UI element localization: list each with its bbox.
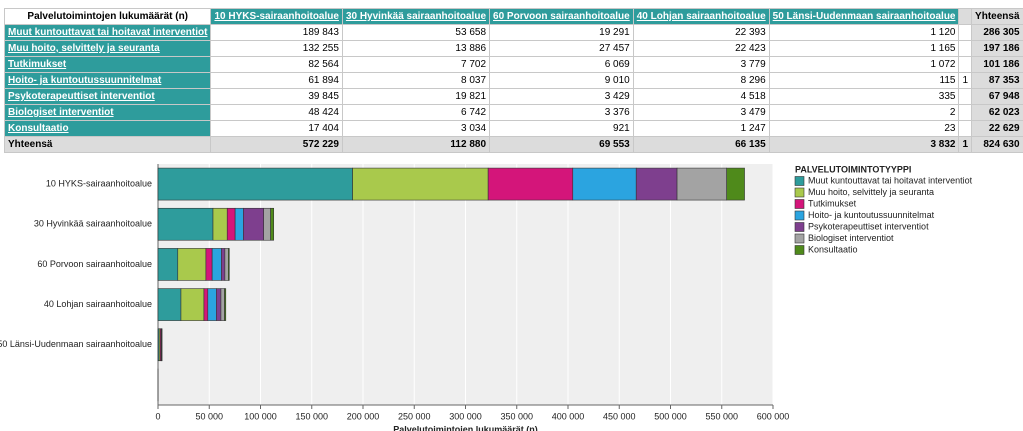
- x-tick-label: 400 000: [552, 411, 585, 421]
- cell: 1: [958, 136, 973, 153]
- legend-swatch: [794, 233, 805, 244]
- bar-segment: [228, 248, 230, 281]
- legend-swatch: [794, 187, 805, 198]
- header-cell[interactable]: 50 Länsi-Uudenmaan sairaanhoitoalue: [768, 8, 960, 25]
- x-tick-label: 150 000: [295, 411, 328, 421]
- bar-segment: [203, 288, 209, 321]
- bar-segment: [212, 207, 228, 241]
- bar-segment: [157, 167, 353, 201]
- header-cell[interactable]: 40 Lohjan sairaanhoitoalue: [632, 8, 770, 25]
- legend-label: Muut kuntouttavat tai hoitavat intervent…: [808, 175, 973, 185]
- x-tick-label: 500 000: [654, 411, 687, 421]
- row-header[interactable]: Psykoterapeuttiset interventiot: [3, 88, 212, 105]
- header-cell[interactable]: 30 Hyvinkää sairaanhoitoalue: [341, 8, 491, 25]
- x-tick-label: 50 000: [195, 411, 223, 421]
- row-header[interactable]: Muut kuntouttavat tai hoitavat intervent…: [3, 24, 212, 41]
- header-cell[interactable]: 10 HYKS-sairaanhoitoalue: [210, 8, 343, 25]
- bar-segment: [263, 207, 271, 241]
- bar-segment: [224, 248, 229, 281]
- legend-label: Muu hoito, selvittely ja seuranta: [808, 187, 934, 197]
- row-header: Yhteensä: [3, 136, 212, 153]
- x-tick-label: 600 000: [757, 411, 790, 421]
- cell: 112 880: [341, 136, 491, 153]
- x-axis-label: Palvelutoimintojen lukumäärät (n): [393, 424, 538, 431]
- cell: 3 832: [768, 136, 960, 153]
- cell: 572 229: [210, 136, 343, 153]
- cell: 69 553: [489, 136, 634, 153]
- bar-segment: [226, 207, 236, 241]
- legend-label: Hoito- ja kuntoutussuunnitelmat: [808, 210, 935, 220]
- bar-segment: [270, 207, 275, 241]
- bar-segment: [243, 207, 264, 241]
- bar-segment: [205, 248, 213, 281]
- bar-segment: [572, 167, 637, 201]
- header-cell: Yhteensä: [971, 8, 1023, 25]
- cell: 8 296: [632, 72, 770, 89]
- y-tick-label: 30 Hyvinkää sairaanhoitoalue: [34, 219, 152, 229]
- y-tick-label: 50 Länsi-Uudenmaan sairaanhoitoalue: [0, 339, 152, 349]
- x-tick-label: 350 000: [500, 411, 533, 421]
- bar-segment: [180, 288, 205, 321]
- bar-segment: [211, 248, 222, 281]
- bar-segment: [352, 167, 489, 201]
- bar-segment: [220, 288, 225, 321]
- y-tick-label: 10 HYKS-sairaanhoitoalue: [46, 178, 152, 188]
- x-tick-label: 0: [155, 411, 160, 421]
- bar-segment: [234, 207, 244, 241]
- bar-segment: [487, 167, 574, 201]
- bar-segment: [157, 248, 179, 281]
- x-tick-label: 200 000: [347, 411, 380, 421]
- bar-segment: [157, 288, 182, 321]
- table-row: Psykoterapeuttiset interventiot 39 845 19 …: [3, 88, 1023, 105]
- x-tick-label: 250 000: [398, 411, 431, 421]
- legend-label: Psykoterapeuttiset interventiot: [808, 221, 929, 231]
- table-row: Biologiset interventiot 48 424 6 742 3 376 3…: [3, 104, 1023, 121]
- cell: 3 034: [341, 120, 491, 137]
- bar-segment: [177, 248, 207, 281]
- y-tick-label: 60 Porvoon sairaanhoitoalue: [37, 259, 152, 269]
- bar-segment: [157, 207, 214, 241]
- data-table: Palvelutoimintojen lukumäärät (n) 10 HYKS…: [3, 8, 1023, 153]
- y-tick-label: 40 Lohjan sairaanhoitoalue: [44, 299, 152, 309]
- row-header[interactable]: Konsultaatio: [3, 120, 212, 137]
- row-header[interactable]: Tutkimukset: [3, 56, 212, 73]
- x-tick-label: 100 000: [244, 411, 277, 421]
- bar-segment: [221, 248, 226, 281]
- legend-title: PALVELUTOIMINTOTYYPPI: [795, 164, 911, 174]
- cell: 101 186: [971, 56, 1023, 73]
- bar-segment: [207, 288, 217, 321]
- cell: 824 630: [971, 136, 1023, 153]
- cell: 66 135: [632, 136, 770, 153]
- table-row: Hoito- ja kuntoutussuunnitelmat 61 894 8 0…: [3, 72, 1023, 89]
- table-row: Konsultaatio 17 404 3 034 921 1 247 23 22 629: [3, 120, 1023, 137]
- x-tick-label: 550 000: [705, 411, 738, 421]
- bar-segment: [676, 167, 727, 201]
- bar-segment: [216, 288, 222, 321]
- bar-segment: [726, 167, 745, 201]
- legend-swatch: [794, 245, 805, 255]
- row-header[interactable]: Biologiset interventiot: [3, 104, 212, 121]
- header-row: Palvelutoimintojen lukumäärät (n) 10 HYKS…: [3, 8, 1023, 25]
- legend-label: Biologiset interventiot: [808, 233, 894, 243]
- bar-segment: [224, 288, 227, 321]
- legend-swatch: [794, 199, 805, 209]
- bar-segment: [635, 167, 678, 201]
- legend-swatch: [794, 222, 805, 232]
- x-tick-label: 300 000: [449, 411, 482, 421]
- legend-swatch: [794, 210, 805, 221]
- header-cell[interactable]: 60 Porvoon sairaanhoitoalue: [489, 8, 634, 25]
- x-tick-label: 450 000: [603, 411, 636, 421]
- table-row: Yhteensä 572 229 112 880 69 553 66 135 3 832 1…: [3, 136, 1023, 153]
- legend-label: Konsultaatio: [808, 244, 858, 254]
- legend-label: Tutkimukset: [808, 198, 857, 208]
- legend-swatch: [794, 176, 805, 186]
